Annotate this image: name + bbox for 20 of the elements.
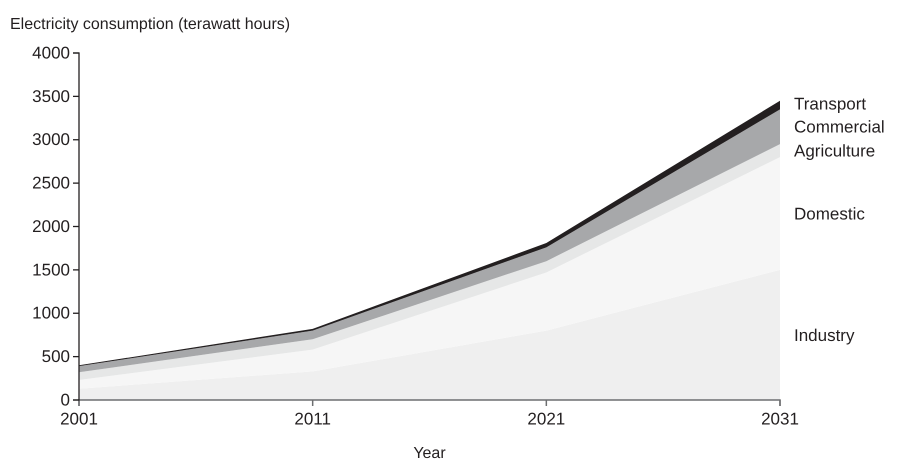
- y-tick-label: 1000: [32, 304, 70, 323]
- x-tick-label: 2021: [527, 409, 566, 428]
- x-tick-label: 2011: [294, 409, 331, 428]
- series-label: Industry: [794, 326, 855, 345]
- series-label: Commercial: [794, 118, 885, 137]
- x-tick-label: 2031: [761, 409, 799, 428]
- y-tick-label: 4000: [32, 43, 70, 62]
- series-label: Domestic: [794, 204, 866, 224]
- y-axis-title: Electricity consumption (terawatt hours): [10, 16, 290, 33]
- series-label: Transport: [794, 94, 866, 114]
- x-axis-title: Year: [413, 445, 446, 462]
- y-tick-label: 3500: [32, 86, 70, 106]
- x-tick-label: 2001: [60, 409, 98, 428]
- y-tick-label: 2500: [32, 174, 70, 193]
- y-tick-label: 2000: [32, 216, 70, 236]
- y-tick-label: 3000: [32, 130, 70, 150]
- y-tick-label: 0: [60, 390, 70, 410]
- series-label: Agriculture: [794, 142, 876, 161]
- y-tick-label: 1500: [32, 260, 70, 280]
- y-tick-label: 500: [42, 347, 70, 366]
